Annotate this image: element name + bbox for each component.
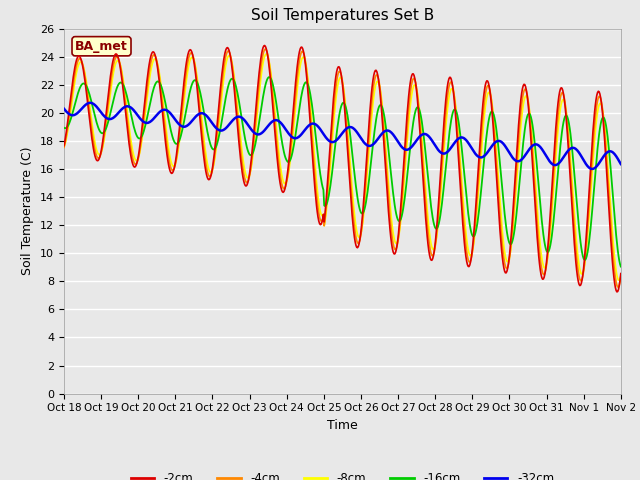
X-axis label: Time: Time — [327, 419, 358, 432]
Text: BA_met: BA_met — [75, 40, 128, 53]
Y-axis label: Soil Temperature (C): Soil Temperature (C) — [22, 147, 35, 276]
Legend: -2cm, -4cm, -8cm, -16cm, -32cm: -2cm, -4cm, -8cm, -16cm, -32cm — [126, 468, 559, 480]
Title: Soil Temperatures Set B: Soil Temperatures Set B — [251, 9, 434, 24]
